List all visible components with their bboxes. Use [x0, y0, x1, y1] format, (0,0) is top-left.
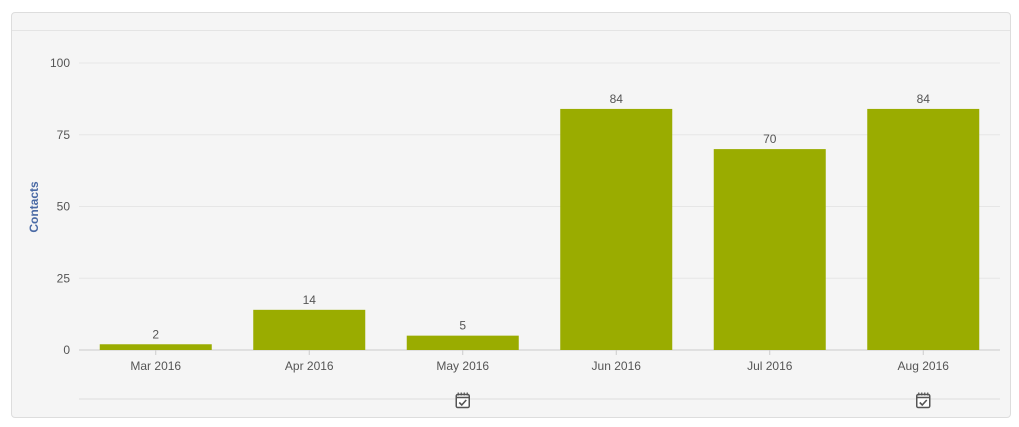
- y-axis-ticks: 0 25 50 75 100: [50, 56, 70, 357]
- bar[interactable]: [867, 108, 980, 350]
- x-tick-label: Apr 2016: [285, 359, 334, 373]
- y-tick-label: 100: [50, 56, 70, 70]
- x-tick-label: May 2016: [436, 359, 489, 373]
- bar[interactable]: [560, 108, 673, 350]
- calendar-check-icon[interactable]: [916, 392, 931, 409]
- data-label: 2: [152, 327, 159, 341]
- y-tick-label: 75: [57, 128, 71, 142]
- data-label: 84: [610, 92, 624, 106]
- x-tick-label: Aug 2016: [898, 359, 950, 373]
- x-tick-label: Jul 2016: [747, 359, 793, 373]
- event-markers: [79, 392, 1000, 409]
- y-axis-title: Contacts: [27, 181, 41, 233]
- gridlines: [79, 62, 1000, 351]
- y-tick-label: 0: [63, 343, 70, 357]
- x-axis-ticks: Mar 2016 Apr 2016 May 2016 Jun 2016 Jul 2016…: [130, 350, 949, 373]
- data-label: 5: [459, 319, 466, 333]
- data-labels: 2 14 5 84 70 84: [152, 92, 930, 341]
- bar[interactable]: [253, 309, 366, 350]
- bar[interactable]: [99, 344, 212, 350]
- calendar-check-icon[interactable]: [455, 392, 470, 409]
- bar[interactable]: [406, 335, 519, 350]
- x-tick-label: Jun 2016: [592, 359, 642, 373]
- data-label: 70: [763, 132, 777, 146]
- y-tick-label: 25: [57, 271, 71, 285]
- data-label: 14: [303, 293, 317, 307]
- data-label: 84: [917, 92, 931, 106]
- bars: [99, 108, 980, 350]
- panel-header-divider: [12, 30, 1010, 31]
- bar[interactable]: [713, 149, 826, 350]
- x-tick-label: Mar 2016: [130, 359, 181, 373]
- y-tick-label: 50: [57, 200, 71, 214]
